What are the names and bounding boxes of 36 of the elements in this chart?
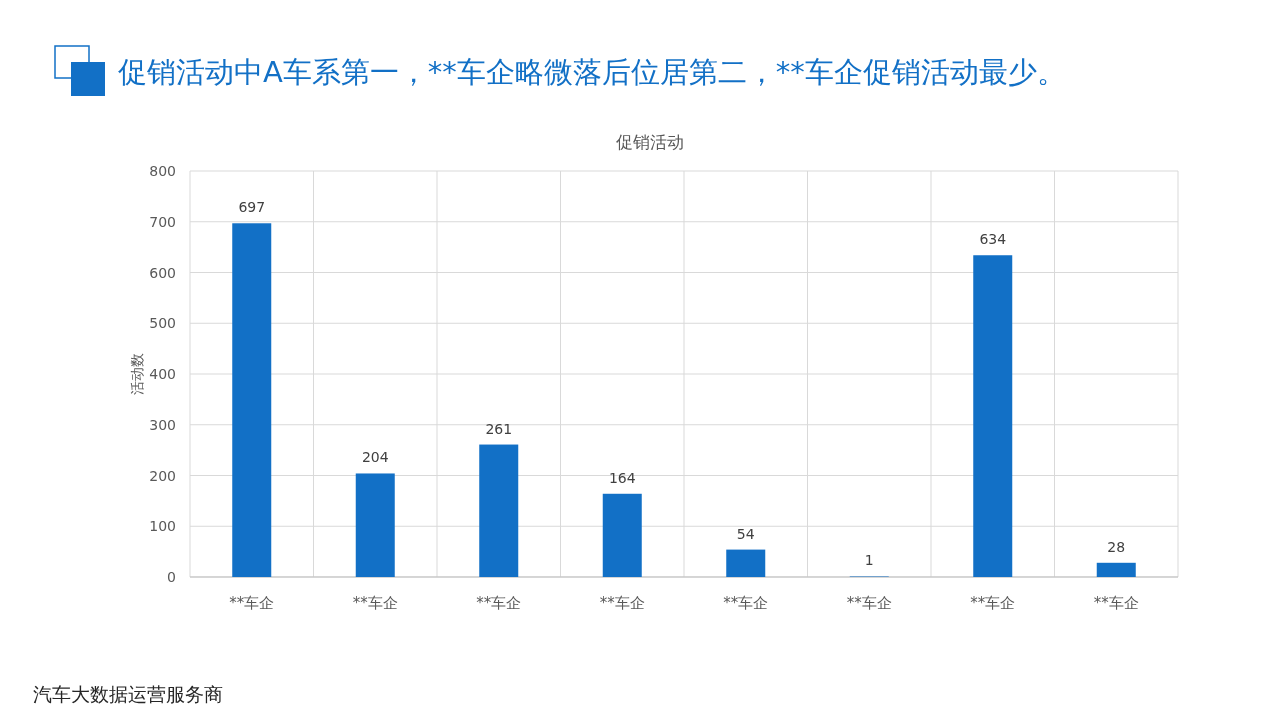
bar (232, 223, 272, 577)
x-tick-label: **车企 (846, 594, 892, 612)
y-tick-label: 400 (149, 366, 176, 382)
data-label: 28 (1107, 538, 1126, 555)
data-label: 261 (485, 420, 513, 437)
chart-title: 促销活动中A车系第一，**车企略微落后位居第二，**车企促销活动最少。 (118, 55, 1066, 89)
y-tick-label: 600 (149, 264, 176, 281)
x-tick-label: **车企 (723, 594, 769, 612)
data-label: 634 (979, 231, 1007, 248)
data-label: 164 (608, 469, 636, 486)
data-label: 204 (361, 449, 389, 466)
y-tick-label: 700 (149, 213, 176, 230)
y-tick-label: 0 (167, 569, 176, 585)
data-label: 697 (238, 199, 266, 216)
y-axis-title: 活动数 (129, 353, 145, 395)
bar (973, 255, 1013, 577)
text: 汽车大数据运营服务商 (33, 683, 223, 705)
bar (726, 549, 766, 577)
x-tick-label: **车企 (1093, 594, 1139, 612)
x-tick-label: **车企 (476, 594, 522, 612)
y-tick-label: 300 (149, 416, 176, 433)
x-tick-label: **车企 (970, 594, 1016, 612)
x-tick-label: **车企 (599, 594, 645, 612)
data-label: 1 (864, 552, 874, 569)
data-label: 54 (736, 525, 755, 542)
x-tick-label: **车企 (229, 594, 275, 612)
y-tick-label: 500 (149, 315, 176, 332)
bar (479, 444, 519, 577)
y-tick-label: 200 (149, 467, 176, 484)
y-tick-label: 100 (149, 518, 176, 535)
bar (1096, 562, 1136, 577)
x-tick-label: **车企 (352, 594, 398, 612)
chart-subtitle: 促销活动 (616, 132, 684, 152)
bar (602, 493, 642, 577)
bar (355, 473, 395, 577)
y-tick-label: 800 (149, 163, 176, 179)
